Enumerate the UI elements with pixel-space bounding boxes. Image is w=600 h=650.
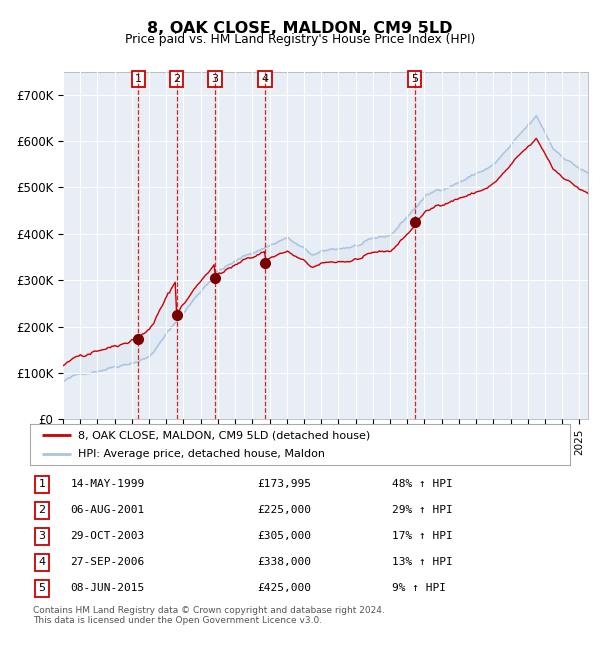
- Text: Price paid vs. HM Land Registry's House Price Index (HPI): Price paid vs. HM Land Registry's House …: [125, 32, 475, 46]
- Text: This data is licensed under the Open Government Licence v3.0.: This data is licensed under the Open Gov…: [33, 616, 322, 625]
- Text: £425,000: £425,000: [257, 583, 311, 593]
- Text: 5: 5: [412, 74, 418, 85]
- Text: £225,000: £225,000: [257, 505, 311, 515]
- Text: £338,000: £338,000: [257, 557, 311, 567]
- Text: 4: 4: [38, 557, 46, 567]
- Text: HPI: Average price, detached house, Maldon: HPI: Average price, detached house, Mald…: [77, 449, 325, 459]
- Text: 17% ↑ HPI: 17% ↑ HPI: [392, 531, 452, 541]
- Text: 08-JUN-2015: 08-JUN-2015: [71, 583, 145, 593]
- Text: 2: 2: [38, 505, 46, 515]
- Text: 48% ↑ HPI: 48% ↑ HPI: [392, 479, 452, 489]
- Text: 2: 2: [173, 74, 180, 85]
- Text: 8, OAK CLOSE, MALDON, CM9 5LD: 8, OAK CLOSE, MALDON, CM9 5LD: [147, 21, 453, 36]
- Text: 1: 1: [135, 74, 142, 85]
- Text: 13% ↑ HPI: 13% ↑ HPI: [392, 557, 452, 567]
- Text: 8, OAK CLOSE, MALDON, CM9 5LD (detached house): 8, OAK CLOSE, MALDON, CM9 5LD (detached …: [77, 430, 370, 440]
- Text: £173,995: £173,995: [257, 479, 311, 489]
- Text: £305,000: £305,000: [257, 531, 311, 541]
- Text: 14-MAY-1999: 14-MAY-1999: [71, 479, 145, 489]
- Text: 9% ↑ HPI: 9% ↑ HPI: [392, 583, 446, 593]
- Text: 5: 5: [38, 583, 46, 593]
- Text: 27-SEP-2006: 27-SEP-2006: [71, 557, 145, 567]
- Text: 1: 1: [38, 479, 46, 489]
- Text: Contains HM Land Registry data © Crown copyright and database right 2024.: Contains HM Land Registry data © Crown c…: [33, 606, 385, 615]
- Text: 4: 4: [262, 74, 269, 85]
- Text: 06-AUG-2001: 06-AUG-2001: [71, 505, 145, 515]
- Text: 3: 3: [211, 74, 218, 85]
- Text: 29% ↑ HPI: 29% ↑ HPI: [392, 505, 452, 515]
- Text: 3: 3: [38, 531, 46, 541]
- Text: 29-OCT-2003: 29-OCT-2003: [71, 531, 145, 541]
